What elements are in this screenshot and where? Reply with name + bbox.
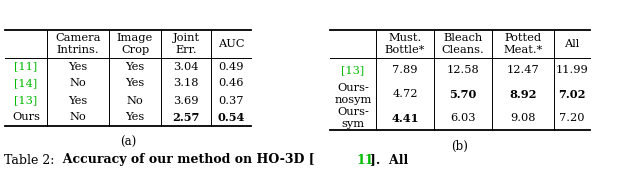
Text: No: No <box>70 78 86 88</box>
Text: No: No <box>70 112 86 122</box>
Text: All: All <box>564 39 580 49</box>
Text: 0.37: 0.37 <box>218 96 244 106</box>
Text: Potted
Meat.*: Potted Meat.* <box>504 33 543 55</box>
Text: 12.47: 12.47 <box>507 65 540 75</box>
Text: 7.02: 7.02 <box>558 88 586 100</box>
Text: 2.57: 2.57 <box>172 112 200 123</box>
Text: 4.72: 4.72 <box>392 89 418 99</box>
Text: Yes: Yes <box>125 62 145 72</box>
Text: 0.46: 0.46 <box>218 78 244 88</box>
Text: 11: 11 <box>357 153 374 167</box>
Text: 6.03: 6.03 <box>451 113 476 123</box>
Text: Image
Crop: Image Crop <box>117 33 153 55</box>
Text: 4.41: 4.41 <box>391 112 419 124</box>
Text: Must.
Bottle*: Must. Bottle* <box>385 33 425 55</box>
Text: No: No <box>127 96 143 106</box>
Text: (b): (b) <box>452 140 468 153</box>
Text: Yes: Yes <box>68 62 88 72</box>
Text: AUC: AUC <box>218 39 244 49</box>
Text: 9.08: 9.08 <box>510 113 536 123</box>
Text: [14]: [14] <box>14 78 38 88</box>
Text: 11.99: 11.99 <box>556 65 588 75</box>
Text: 5.70: 5.70 <box>449 88 477 100</box>
Text: 7.20: 7.20 <box>559 113 585 123</box>
Text: 0.54: 0.54 <box>218 112 244 123</box>
Text: Camera
Intrins.: Camera Intrins. <box>55 33 100 55</box>
Text: Ours-
nosym: Ours- nosym <box>334 83 372 105</box>
Text: Ours-
sym: Ours- sym <box>337 107 369 129</box>
Text: [11]: [11] <box>14 62 38 72</box>
Text: Ours: Ours <box>12 112 40 122</box>
Text: (a): (a) <box>120 136 136 149</box>
Text: Yes: Yes <box>125 78 145 88</box>
Text: 0.49: 0.49 <box>218 62 244 72</box>
Text: [13]: [13] <box>341 65 365 75</box>
Text: 3.18: 3.18 <box>173 78 199 88</box>
Text: 3.69: 3.69 <box>173 96 199 106</box>
Text: [13]: [13] <box>14 96 38 106</box>
Text: Joint
Err.: Joint Err. <box>172 33 200 55</box>
Text: Bleach
Cleans.: Bleach Cleans. <box>442 33 484 55</box>
Text: Yes: Yes <box>125 112 145 122</box>
Text: ].  All: ]. All <box>370 153 408 167</box>
Text: 7.89: 7.89 <box>392 65 418 75</box>
Text: Yes: Yes <box>68 96 88 106</box>
Text: 3.04: 3.04 <box>173 62 199 72</box>
Text: Accuracy of our method on HO-3D [: Accuracy of our method on HO-3D [ <box>54 153 315 167</box>
Text: 8.92: 8.92 <box>509 88 537 100</box>
Text: 12.58: 12.58 <box>447 65 479 75</box>
Text: Table 2:: Table 2: <box>4 153 54 167</box>
